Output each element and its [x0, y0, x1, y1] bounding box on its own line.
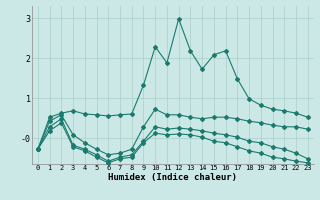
X-axis label: Humidex (Indice chaleur): Humidex (Indice chaleur): [108, 173, 237, 182]
